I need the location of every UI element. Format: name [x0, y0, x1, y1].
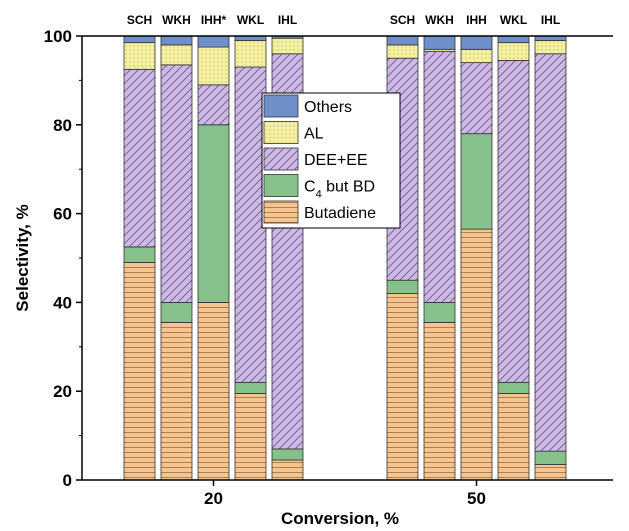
catalyst-label-20-wkh: WKH [162, 13, 191, 27]
y-tick-label-40: 40 [53, 293, 72, 312]
x-tick-label-20: 20 [204, 489, 223, 508]
catalyst-label-20-ihl: IHL [278, 13, 297, 27]
bar-segment-dee-ee-50-wkh [423, 51, 456, 303]
bar-segment-al-50-ihl [534, 40, 567, 55]
bar-segment-dee-ee-50-ihl [534, 53, 567, 452]
bar-segment-others-20-sch [123, 35, 156, 44]
bar-segment-dee-ee-20-wkh [160, 64, 193, 303]
legend-label-dee-ee: DEE+EE [304, 152, 368, 169]
bar-segment-al-50-wkl [497, 42, 530, 61]
bar-segment-butadiene-20-sch [123, 262, 156, 481]
bar-segment-c4-but-bd-50-ihh [460, 133, 493, 230]
bar-segment-al-20-wkl [234, 40, 267, 68]
bar-segment-butadiene-50-ihl [534, 464, 567, 481]
bar-segment-c4-but-bd-20-ihl [271, 448, 304, 461]
y-tick-label-20: 20 [53, 382, 72, 401]
bar-segment-others-50-wkh [423, 35, 456, 50]
legend-swatch-butadiene [263, 200, 299, 224]
catalyst-label-20-sch: SCH [127, 13, 152, 27]
bar-segment-butadiene-20-ihh [197, 301, 230, 481]
legend-label-butadiene: Butadiene [304, 205, 376, 222]
bar-segment-butadiene-20-wkh [160, 321, 193, 481]
bar-segment-others-50-ihh [460, 35, 493, 50]
bar-segment-dee-ee-50-ihh [460, 62, 493, 135]
legend-swatch-c4-but-bd [263, 174, 299, 197]
bar-segment-butadiene-20-ihl [271, 459, 304, 481]
bar-segment-others-20-ihh [197, 35, 230, 48]
legend: Others AL DEE+EE C4 but BD Butadiene [261, 92, 401, 229]
catalyst-label-50-ihl: IHL [541, 13, 560, 27]
bar-segment-al-50-ihh [460, 48, 493, 64]
legend-swatch-others [263, 94, 299, 118]
bar-segment-c4-but-bd-50-wkh [423, 301, 456, 323]
plot-area: SCH WKH IHH* WKL IHL SCH WKH IHH WKL IHL [123, 13, 567, 481]
bar-segment-c4-but-bd-20-wkh [160, 301, 193, 323]
bar-segment-al-20-wkh [160, 44, 193, 66]
bar-segment-al-20-ihh [197, 46, 230, 86]
bar-segment-dee-ee-20-ihh [197, 84, 230, 126]
bar-segment-al-20-sch [123, 42, 156, 70]
bar-segment-butadiene-20-wkl [234, 393, 267, 481]
x-tick-label-50: 50 [467, 489, 486, 508]
legend-label-others: Others [304, 99, 352, 116]
legend-label-al: AL [304, 126, 324, 143]
y-tick-label-80: 80 [53, 116, 72, 135]
legend-swatch-al [263, 121, 299, 144]
bar-segment-al-50-sch [386, 44, 419, 59]
bar-segment-butadiene-50-ihh [460, 228, 493, 481]
y-tick-label-60: 60 [53, 205, 72, 224]
bar-segment-al-20-ihl [271, 37, 304, 55]
bar-segment-butadiene-50-wkl [497, 393, 530, 481]
legend-swatch-dee-ee [263, 147, 299, 171]
bar-segment-c4-but-bd-50-sch [386, 279, 419, 294]
y-tick-label-100: 100 [44, 27, 72, 46]
bar-segment-dee-ee-20-wkl [234, 66, 267, 383]
catalyst-label-50-wkh: WKH [425, 13, 454, 27]
catalyst-label-20-ihh: IHH* [201, 13, 227, 27]
catalyst-label-50-ihh: IHH [466, 13, 487, 27]
bar-segment-dee-ee-50-wkl [497, 60, 530, 383]
bar-segment-c4-but-bd-20-wkl [234, 381, 267, 394]
x-axis-title: Conversion, % [281, 509, 399, 528]
axes: 0 20 40 60 80 100 20 50 [44, 27, 613, 508]
legend-label-c4-but-bd: C4 but BD [304, 179, 375, 201]
y-tick-label-0: 0 [63, 471, 72, 490]
y-axis-title: Selectivity, % [13, 204, 32, 311]
bar-segment-others-20-wkh [160, 35, 193, 46]
catalyst-label-20-wkl: WKL [237, 13, 264, 27]
catalyst-label-50-wkl: WKL [500, 13, 527, 27]
bar-segment-c4-but-bd-20-sch [123, 246, 156, 263]
bar-segment-others-50-sch [386, 35, 419, 46]
bar-segment-c4-but-bd-50-ihl [534, 450, 567, 465]
bar-segment-butadiene-50-wkh [423, 321, 456, 481]
bar-segment-butadiene-50-sch [386, 293, 419, 481]
catalyst-label-50-sch: SCH [390, 13, 415, 27]
bar-segment-others-50-wkl [497, 35, 530, 44]
bar-segment-dee-ee-20-sch [123, 68, 156, 248]
bar-segment-c4-but-bd-50-wkl [497, 381, 530, 394]
bar-segment-c4-but-bd-20-ihh [197, 124, 230, 303]
